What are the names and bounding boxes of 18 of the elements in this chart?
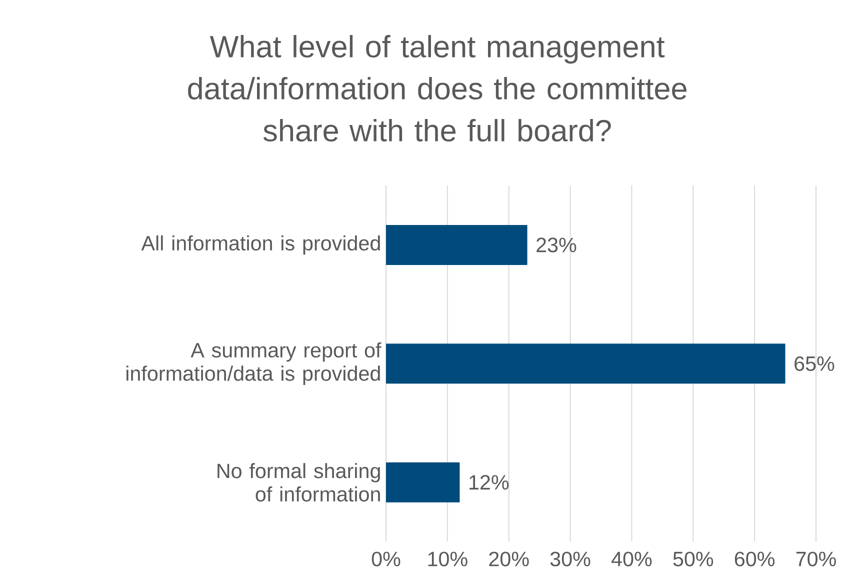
y-tick-label: A summary report of information/data is provided [126,342,382,385]
chart-title: What level of talent management data/information does the committee share with the full board? [188,35,686,142]
data-label: 23% [536,238,576,252]
data-label: 65% [794,356,834,371]
bar [386,224,528,265]
x-tick-label: 40% [612,552,652,566]
y-tick-label: No formal sharing of information [218,463,380,502]
x-tick-label: 50% [673,552,714,566]
x-tick-label: 30% [550,552,590,566]
x-tick-label: 60% [734,552,774,566]
data-label: 12% [470,475,509,490]
bar [386,462,460,502]
y-tick-label: All information is provided [141,235,380,255]
x-tick-label: 70% [796,552,836,566]
x-tick-label: 20% [489,552,529,566]
bar [386,344,786,384]
x-tick-label: 0% [372,552,400,566]
x-tick-label: 10% [428,552,468,566]
